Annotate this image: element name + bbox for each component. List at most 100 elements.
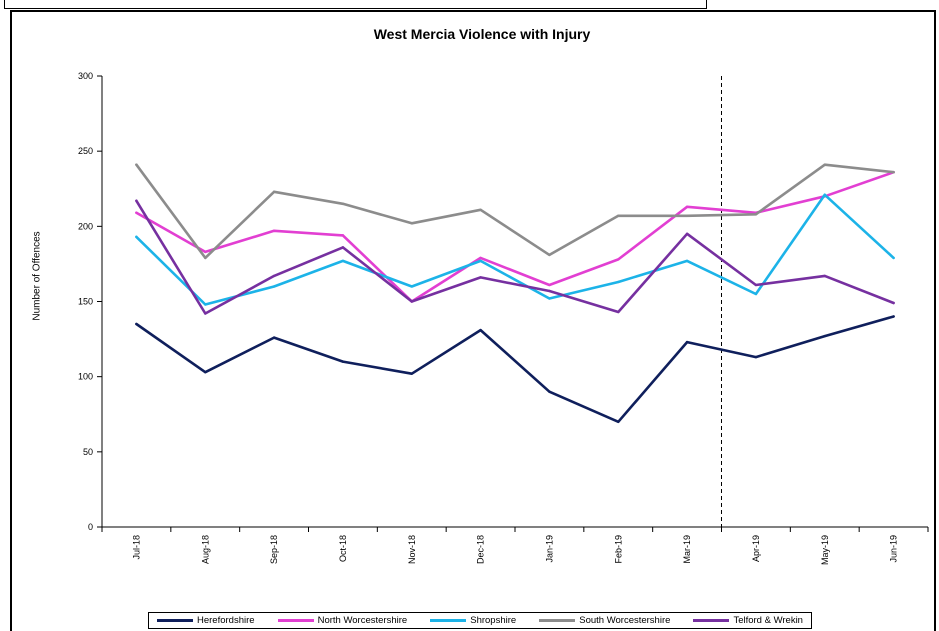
data-point (135, 199, 138, 202)
data-point (754, 283, 758, 287)
data-point (204, 256, 207, 260)
data-point (135, 163, 138, 166)
series-shropshire (135, 193, 895, 306)
x-tick-label: Mar-19 (682, 535, 692, 564)
data-point (548, 253, 551, 257)
x-tick-label: Jan-19 (544, 535, 554, 563)
data-point (685, 232, 689, 236)
data-point (823, 193, 826, 196)
series-line (135, 193, 895, 306)
series-line (135, 170, 895, 303)
data-point (479, 259, 482, 263)
data-point (479, 256, 482, 260)
legend: Herefordshire North Worcestershire Shrop… (148, 612, 812, 629)
y-tick-label: 250 (78, 146, 93, 156)
data-point (341, 234, 345, 237)
data-point (479, 208, 482, 211)
x-tick-label: Apr-19 (751, 535, 761, 562)
data-point (204, 250, 207, 254)
x-tick-label: Sep-18 (269, 535, 279, 564)
legend-label: Shropshire (470, 614, 517, 626)
data-point (410, 372, 413, 375)
data-point (548, 390, 551, 393)
series-line (135, 163, 895, 260)
y-tick-label: 50 (83, 447, 93, 457)
data-point (204, 303, 207, 306)
y-tick-label: 100 (78, 372, 93, 382)
x-tick-label: Nov-18 (407, 535, 417, 564)
x-tick-label: Jul-18 (131, 535, 141, 560)
x-tick-label: Jun-19 (889, 535, 899, 563)
data-point (754, 292, 758, 296)
x-tick-label: May-19 (820, 535, 830, 565)
data-point (823, 163, 826, 166)
data-point (823, 334, 826, 338)
data-point (548, 283, 551, 287)
data-point (272, 274, 276, 278)
legend-label: Herefordshire (197, 614, 255, 626)
series-line (135, 199, 895, 315)
data-point (410, 222, 413, 225)
data-point (892, 301, 895, 305)
data-point (272, 229, 276, 233)
legend-label: South Worcestershire (579, 614, 671, 626)
data-point (410, 285, 413, 288)
data-point (892, 171, 895, 174)
x-tick-label: Feb-19 (613, 535, 623, 564)
x-tick-label: Dec-18 (476, 535, 486, 564)
legend-item: North Worcestershire (277, 614, 408, 626)
data-point (410, 300, 413, 303)
data-point (204, 312, 207, 315)
data-point (617, 420, 620, 423)
legend-swatch (157, 619, 193, 622)
axes: 0 50 100 150 200 250 300 Jul-18 Aug-18 Sep-18 Oct-… (78, 71, 929, 565)
y-tick-label: 200 (78, 221, 93, 231)
series-telford-wrekin (135, 199, 895, 315)
legend-label: Telford & Wrekin (733, 614, 803, 626)
series-south-worcestershire (135, 163, 895, 260)
data-point (617, 214, 620, 218)
data-point (617, 310, 620, 314)
data-point (204, 370, 207, 374)
data-point (272, 285, 276, 288)
legend-item: Telford & Wrekin (693, 616, 803, 626)
legend-label: North Worcestershire (317, 614, 408, 626)
legend-swatch (539, 619, 576, 622)
data-point (548, 297, 551, 300)
data-point (341, 360, 345, 363)
data-point (617, 258, 620, 261)
data-point (892, 315, 895, 318)
legend-item: Shropshire (430, 616, 516, 626)
data-point (617, 280, 620, 284)
data-point (135, 322, 138, 326)
data-point (272, 336, 276, 339)
y-tick-label: 150 (78, 297, 93, 307)
data-point (548, 289, 551, 293)
y-tick-label: 0 (88, 522, 93, 532)
data-point (754, 355, 758, 359)
data-point (685, 205, 689, 208)
data-point (135, 235, 138, 239)
legend-item: Herefordshire (157, 616, 255, 626)
series-line (135, 315, 895, 424)
data-point (341, 259, 345, 263)
data-point (685, 259, 689, 263)
data-point (479, 328, 482, 332)
data-point (135, 211, 138, 215)
x-tick-label: Aug-18 (200, 535, 210, 564)
data-point (685, 340, 689, 344)
data-point (272, 190, 276, 193)
chart-title: West Mercia Violence with Injury (374, 26, 591, 42)
legend-item: South Worcestershire (539, 616, 670, 626)
top-frame (4, 0, 707, 9)
x-tick-label: Oct-18 (338, 535, 348, 562)
y-axis-label: Number of Offences (32, 231, 43, 320)
legend-swatch (693, 619, 730, 622)
series-herefordshire (135, 315, 895, 424)
legend-swatch (430, 619, 467, 622)
legend-swatch (277, 619, 314, 622)
data-point (341, 246, 345, 249)
data-point (341, 202, 345, 205)
data-point (754, 213, 758, 216)
